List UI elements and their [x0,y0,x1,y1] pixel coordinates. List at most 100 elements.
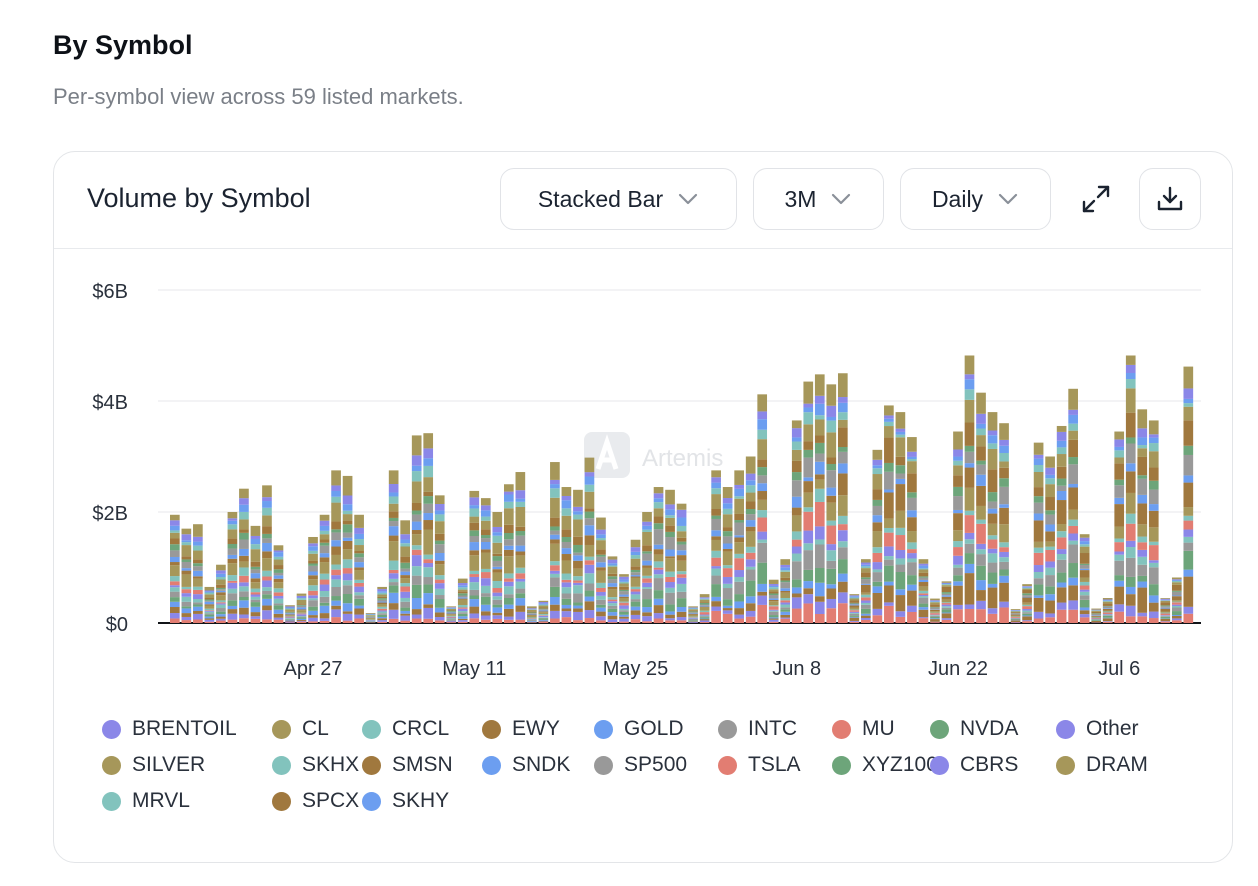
bar-day[interactable] [999,423,1009,623]
bar-day[interactable] [354,514,364,623]
bar-day[interactable] [262,485,272,623]
bar-day[interactable] [550,462,560,623]
legend-item-smsn[interactable]: SMSN [362,753,453,777]
range-dropdown[interactable]: 3M [753,168,884,230]
legend-item-mrvl[interactable]: MRVL [102,789,190,813]
legend-item-spcx[interactable]: SPCX [272,789,359,813]
bar-day[interactable] [239,488,249,623]
legend-item-crcl[interactable]: CRCL [362,717,449,741]
bar-day[interactable] [342,475,353,623]
legend-item-ewy[interactable]: EWY [482,717,560,741]
legend-item-skhx[interactable]: SKHX [272,753,359,777]
bar-day[interactable] [377,586,387,623]
bar-day[interactable] [930,598,940,623]
bar-day[interactable] [607,556,618,623]
bar-day[interactable] [480,498,491,623]
bar-day[interactable] [434,495,445,623]
bar-day[interactable] [457,578,468,623]
bar-day[interactable] [503,484,514,623]
bar-day[interactable] [1091,608,1102,623]
bar-day[interactable] [515,472,526,623]
bar-day[interactable] [538,600,549,623]
bar-day[interactable] [826,384,837,623]
bar-day[interactable] [584,457,595,623]
granularity-dropdown[interactable]: Daily [900,168,1051,230]
bar-day[interactable] [803,381,814,623]
bar-day[interactable] [711,470,721,623]
bar-day[interactable] [296,593,307,623]
bar-day[interactable] [1125,355,1136,623]
legend-item-cbrs[interactable]: CBRS [930,753,1018,777]
bar-day[interactable] [400,520,411,623]
bar-day[interactable] [561,487,572,623]
bar-day[interactable] [216,564,226,623]
bar-day[interactable] [619,574,629,623]
bar-day[interactable] [699,594,710,623]
legend-item-intc[interactable]: INTC [718,717,797,741]
bar-day[interactable] [170,514,180,623]
bar-day[interactable] [308,536,318,623]
legend-item-xyz100[interactable]: XYZ100 [832,753,938,777]
bar-day[interactable] [872,449,883,623]
bar-day[interactable] [388,470,399,623]
bar-day[interactable] [204,586,215,623]
bar-day[interactable] [250,525,261,623]
bar-day[interactable] [1079,534,1090,623]
bar-day[interactable] [837,373,848,623]
bar-day[interactable] [1045,456,1055,624]
bar-day[interactable] [1114,431,1125,623]
bar-day[interactable] [630,539,641,623]
bar-day[interactable] [319,514,330,623]
legend-item-other[interactable]: Other [1056,717,1139,741]
legend-item-brentoil[interactable]: BRENTOIL [102,717,237,741]
bar-day[interactable] [331,470,341,623]
bar-day[interactable] [365,613,376,623]
bar-day[interactable] [1148,420,1159,623]
bar-day[interactable] [1102,598,1113,623]
bar-day[interactable] [181,528,192,623]
bar-day[interactable] [665,489,675,623]
bar-day[interactable] [1160,598,1171,623]
bar-day[interactable] [596,517,606,623]
expand-button[interactable] [1065,168,1127,230]
legend-item-sndk[interactable]: SNDK [482,753,570,777]
bar-day[interactable] [953,431,963,623]
bar-day[interactable] [941,581,952,623]
bar-day[interactable] [780,559,791,623]
bar-day[interactable] [768,579,779,623]
bar-day[interactable] [849,594,860,623]
bar-day[interactable] [492,512,503,623]
bar-day[interactable] [423,433,434,623]
bar-day[interactable] [273,545,284,623]
legend-item-nvda[interactable]: NVDA [930,717,1018,741]
bar-day[interactable] [676,503,687,623]
bar-day[interactable] [642,512,652,623]
chart-type-dropdown[interactable]: Stacked Bar [500,168,737,230]
bar-day[interactable] [411,435,422,623]
bar-day[interactable] [1171,577,1182,623]
legend-item-gold[interactable]: GOLD [594,717,684,741]
bar-day[interactable] [573,489,583,623]
bar-day[interactable] [734,470,744,623]
bar-day[interactable] [653,487,664,623]
bar-day[interactable] [918,559,929,623]
download-button[interactable] [1139,168,1201,230]
bar-day[interactable] [688,606,698,623]
bar-day[interactable] [814,374,825,623]
bar-day[interactable] [791,420,802,623]
bar-day[interactable] [976,392,986,623]
bar-day[interactable] [1056,425,1067,623]
bar-day[interactable] [469,490,480,623]
bar-day[interactable] [527,606,537,623]
bar-day[interactable] [884,405,894,623]
bar-day[interactable] [745,456,756,624]
bar-day[interactable] [285,605,295,623]
bar-day[interactable] [1137,409,1148,623]
bar-day[interactable] [1010,609,1021,623]
bar-day[interactable] [193,524,203,623]
bar-day[interactable] [446,606,457,623]
legend-item-dram[interactable]: DRAM [1056,753,1148,777]
legend-item-silver[interactable]: SILVER [102,753,205,777]
legend-item-skhy[interactable]: SKHY [362,789,449,813]
bar-day[interactable] [861,559,871,623]
